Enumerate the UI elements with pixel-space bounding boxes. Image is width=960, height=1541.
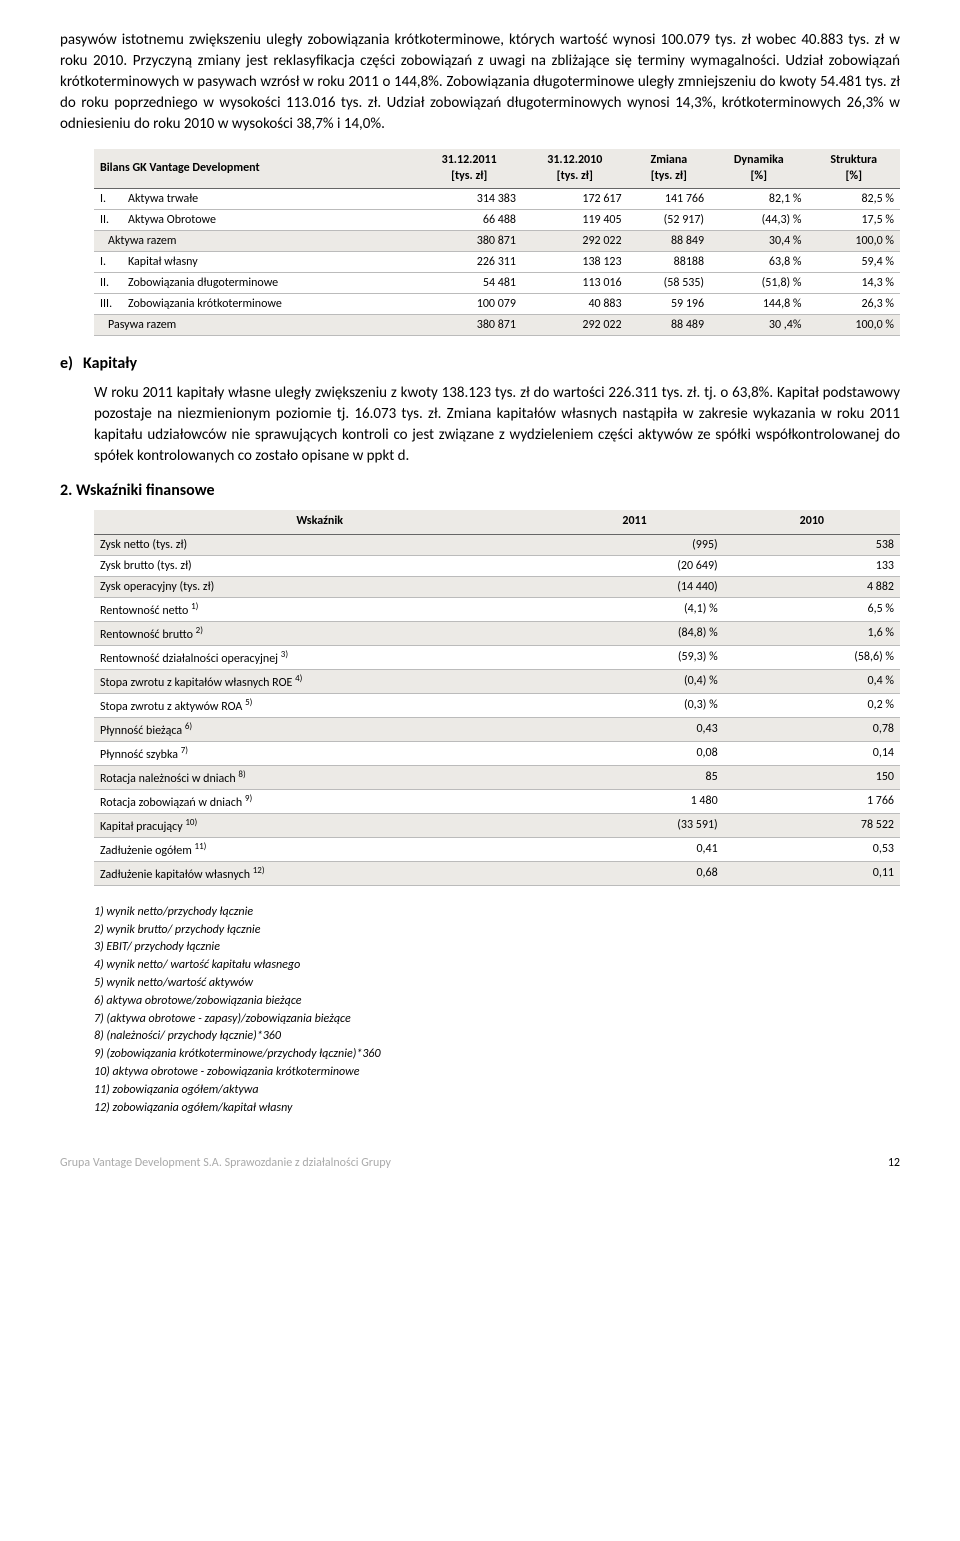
table-row: Płynność bieżąca 6)0,430,78 [94,717,900,741]
t2-h1: 2011 [622,514,646,528]
t1-h4a: Dynamika [734,153,784,167]
table-row: Stopa zwrotu z aktywów ROA 5)(0,3) %0,2 … [94,693,900,717]
table-row: Zadłużenie ogółem 11)0,410,53 [94,837,900,861]
footnote-line: 12) zobowiązania ogółem/kapitał własny [94,1100,900,1117]
table-row: Płynność szybka 7)0,080,14 [94,741,900,765]
table-row: Zysk operacyjny (tys. zł)(14 440)4 882 [94,576,900,597]
table-row: Zadłużenie kapitałów własnych 12)0,680,1… [94,861,900,885]
indicators-table: Wskaźnik 2011 2010 Zysk netto (tys. zł)(… [94,510,900,886]
section-e-title: Kapitały [83,354,137,373]
t1-h1b: [tys. zł] [451,169,487,183]
table-row: Zysk brutto (tys. zł)(20 649)133 [94,555,900,576]
table-row: Rentowność działalności operacyjnej 3)(5… [94,645,900,669]
table-row: II.Aktywa Obrotowe66 488119 405(52 917)(… [94,210,900,231]
section-e-para: W roku 2011 kapitały własne uległy zwięk… [94,383,900,467]
table-row: Rotacja zobowiązań w dniach 9)1 4801 766 [94,789,900,813]
footnote-line: 7) (aktywa obrotowe - zapasy)/zobowiązan… [94,1011,900,1028]
balance-table: Bilans GK Vantage Development 31.12.2011… [94,149,900,336]
footnote-line: 2) wynik brutto/ przychody łącznie [94,922,900,939]
table-row: Rotacja należności w dniach 8)85150 [94,765,900,789]
t2-h0: Wskaźnik [296,514,343,528]
table-row: Rentowność netto 1)(4,1) %6,5 % [94,597,900,621]
footnote-line: 4) wynik netto/ wartość kapitału własneg… [94,957,900,974]
t1-h3a: Zmiana [650,153,687,167]
footnote-line: 11) zobowiązania ogółem/aktywa [94,1082,900,1099]
footnote-line: 10) aktywa obrotowe - zobowiązania krótk… [94,1064,900,1081]
t1-h2b: [tys. zł] [557,169,593,183]
table-row: Aktywa razem380 871292 02288 84930,4 %10… [94,231,900,252]
t1-h0: Bilans GK Vantage Development [100,161,260,175]
footnote-line: 9) (zobowiązania krótkoterminowe/przycho… [94,1046,900,1063]
table-row: I.Kapitał własny226 311138 1238818863,8 … [94,252,900,273]
footnote-line: 8) (należności/ przychody łącznie)*360 [94,1028,900,1045]
footnotes: 1) wynik netto/przychody łącznie2) wynik… [94,904,900,1117]
t1-h4b: [%] [750,169,767,183]
table-row: Kapitał pracujący 10)(33 591)78 522 [94,813,900,837]
t1-h5b: [%] [845,169,862,183]
footnote-line: 1) wynik netto/przychody łącznie [94,904,900,921]
footer-page-number: 12 [888,1156,900,1170]
table-row: II.Zobowiązania długoterminowe54 481113 … [94,273,900,294]
table-row: Zysk netto (tys. zł)(995)538 [94,534,900,555]
t1-h3b: [tys. zł] [651,169,687,183]
table-row: Pasywa razem380 871292 02288 48930 ,4%10… [94,315,900,336]
table-row: Stopa zwrotu z kapitałów własnych ROE 4)… [94,669,900,693]
footnote-line: 5) wynik netto/wartość aktywów [94,975,900,992]
table-row: Rentowność brutto 2)(84,8) %1,6 % [94,621,900,645]
t2-h2: 2010 [800,514,824,528]
intro-paragraph: pasywów istotnemu zwiększeniu uległy zob… [60,30,900,135]
footnote-line: 6) aktywa obrotowe/zobowiązania bieżące [94,993,900,1010]
page-footer: Grupa Vantage Development S.A. Sprawozda… [60,1156,900,1170]
section-2-heading: 2. Wskaźniki finansowe [60,481,900,500]
section-e-heading: e) Kapitały [60,354,900,373]
footer-left: Grupa Vantage Development S.A. Sprawozda… [60,1156,391,1170]
t1-h5a: Struktura [830,153,877,167]
t1-h1a: 31.12.2011 [442,153,497,167]
t1-h2a: 31.12.2010 [547,153,602,167]
table-row: III.Zobowiązania krótkoterminowe100 0794… [94,294,900,315]
footnote-line: 3) EBIT/ przychody łącznie [94,939,900,956]
section-e-letter: e) [60,354,73,373]
table-row: I.Aktywa trwałe314 383172 617141 76682,1… [94,189,900,210]
